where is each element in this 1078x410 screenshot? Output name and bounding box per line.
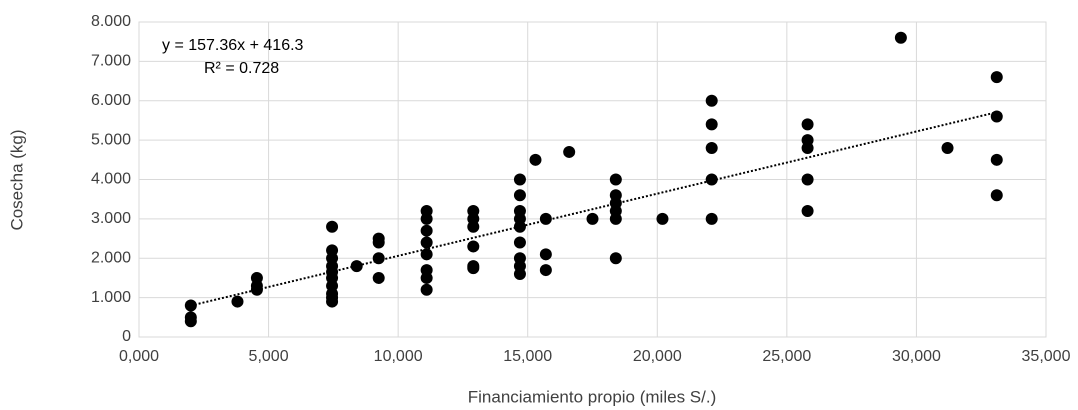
x-tick-label: 35,000 [1022,348,1071,365]
data-point [609,173,622,186]
data-point [467,240,480,253]
data-point [372,236,385,249]
data-point [705,142,718,154]
y-tick-label: 3.000 [91,210,131,227]
x-tick-label: 15,000 [503,348,552,365]
data-point [372,271,385,284]
data-point [539,264,552,277]
data-point [705,212,718,225]
x-tick-label: 30,000 [892,348,941,365]
data-point [609,212,622,225]
y-tick-label: 5.000 [91,131,131,148]
data-point [513,220,526,233]
data-point [326,220,339,233]
data-point [513,268,526,280]
y-tick-label: 8.000 [91,13,131,30]
data-point [372,252,385,265]
x-tick-label: 0,000 [119,348,159,365]
y-tick-label: 2.000 [91,249,131,266]
y-axis-label: Cosecha (kg) [7,129,26,230]
data-point [990,71,1003,84]
data-point [656,212,669,225]
data-point [420,283,433,296]
data-point [467,262,480,275]
data-point [801,118,814,131]
data-point [350,260,363,273]
data-point [420,212,433,225]
y-tick-label: 4.000 [91,171,131,188]
data-point [231,295,244,308]
trendline [190,111,997,307]
data-point [801,142,814,154]
data-point [420,248,433,261]
data-point [250,283,263,296]
trend-equation: y = 157.36x + 416.3 [162,37,304,54]
data-point [990,189,1003,202]
data-point [990,110,1003,123]
data-point [184,315,197,328]
data-point [705,173,718,186]
data-point [894,31,907,44]
data-point [420,271,433,284]
data-point [990,153,1003,166]
plot-border [138,21,1047,338]
data-point [513,173,526,186]
data-point [609,252,622,265]
x-tick-label: 10,000 [374,348,423,365]
x-tick-label: 5,000 [249,348,289,365]
data-point [941,142,954,154]
x-axis-label: Financiamiento propio (miles S/.) [468,387,716,406]
r-squared: R² = 0.728 [204,60,279,77]
data-point [539,212,552,225]
data-point [420,224,433,237]
data-point [705,118,718,131]
y-tick-label: 0 [122,328,131,345]
x-tick-label: 20,000 [633,348,682,365]
y-tick-label: 7.000 [91,53,131,70]
data-point [801,173,814,186]
data-point [326,295,339,308]
y-tick-label: 1.000 [91,289,131,306]
x-tick-label: 25,000 [762,348,811,365]
data-point [420,236,433,249]
data-point [801,205,814,217]
data-point [513,189,526,202]
data-point [467,220,480,233]
data-point [529,153,542,166]
y-tick-label: 6.000 [91,92,131,109]
data-point [513,236,526,249]
data-point [563,145,576,158]
data-point [586,212,599,225]
data-point [184,299,197,312]
data-point [705,94,718,107]
data-point [539,248,552,261]
